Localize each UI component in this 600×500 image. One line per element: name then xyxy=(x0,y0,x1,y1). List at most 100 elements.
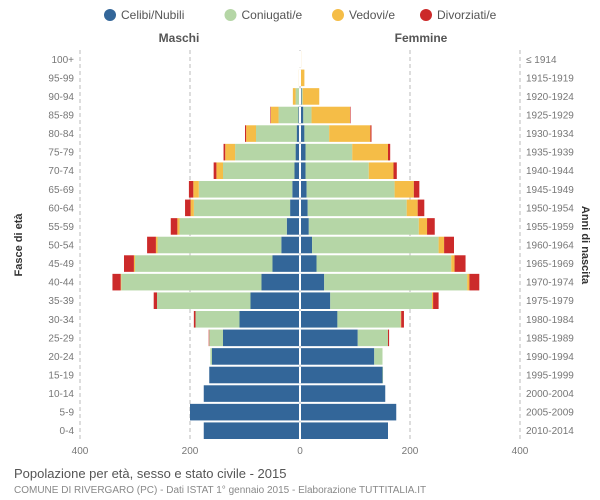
center-gap xyxy=(299,385,301,402)
birth-label: 1955-1959 xyxy=(526,222,574,233)
birth-label: 1935-1939 xyxy=(526,148,574,159)
bar-male-c xyxy=(190,404,300,421)
bar-male-co xyxy=(279,107,299,124)
birth-label: 1985-1989 xyxy=(526,333,574,344)
bar-female-co xyxy=(308,200,407,217)
bar-male-c xyxy=(212,348,300,365)
age-label: 30-34 xyxy=(48,315,74,326)
bar-female-d xyxy=(469,274,479,291)
legend-label: Coniugati/e xyxy=(242,8,303,22)
bar-female-c xyxy=(300,292,330,309)
bar-female-c xyxy=(300,404,396,421)
bar-female-v xyxy=(369,162,394,179)
age-label: 80-84 xyxy=(48,129,74,140)
age-label: 60-64 xyxy=(48,203,74,214)
bar-female-c xyxy=(300,237,312,254)
center-gap xyxy=(299,125,301,142)
age-label: 95-99 xyxy=(48,73,74,84)
birth-label: ≤ 1914 xyxy=(526,55,557,66)
bar-female-co xyxy=(307,181,395,198)
bar-female-v xyxy=(301,70,305,87)
bar-female-c xyxy=(300,200,308,217)
bar-male-d xyxy=(270,107,271,124)
age-label: 100+ xyxy=(51,55,74,66)
bar-female-d xyxy=(370,125,371,142)
bar-female-v xyxy=(352,144,388,161)
x-tick-label: 400 xyxy=(512,446,529,457)
bar-male-d xyxy=(112,274,120,291)
bar-male-co xyxy=(256,125,297,142)
bar-male-d xyxy=(171,218,178,235)
bar-male-co xyxy=(209,330,223,347)
bar-male-co xyxy=(180,218,287,235)
birth-label: 1975-1979 xyxy=(526,296,574,307)
age-label: 70-74 xyxy=(48,166,74,177)
bar-male-v xyxy=(134,255,135,272)
bar-female-v xyxy=(432,292,433,309)
x-tick-label: 0 xyxy=(297,446,303,457)
legend-swatch xyxy=(225,9,237,21)
legend-swatch xyxy=(332,9,344,21)
birth-label: 1980-1984 xyxy=(526,315,574,326)
bar-male-c xyxy=(292,181,300,198)
population-pyramid-chart: Celibi/NubiliConiugati/eVedovi/eDivorzia… xyxy=(0,0,600,500)
age-label: 5-9 xyxy=(60,408,75,419)
birth-label: 1950-1954 xyxy=(526,203,574,214)
center-gap xyxy=(299,367,301,384)
bar-female-d xyxy=(394,162,397,179)
bar-male-d xyxy=(189,181,193,198)
bar-female-d xyxy=(418,200,425,217)
birth-label: 1915-1919 xyxy=(526,73,574,84)
center-gap xyxy=(299,88,301,105)
age-label: 45-49 xyxy=(48,259,74,270)
age-label: 85-89 xyxy=(48,111,74,122)
bar-male-c xyxy=(251,292,301,309)
x-tick-label: 200 xyxy=(402,446,419,457)
birth-label: 2010-2014 xyxy=(526,426,574,437)
bar-male-c xyxy=(290,200,300,217)
legend-label: Divorziati/e xyxy=(437,8,497,22)
bar-female-v xyxy=(439,237,445,254)
female-header: Femmine xyxy=(395,31,448,45)
center-gap xyxy=(299,144,301,161)
bar-male-v xyxy=(193,181,199,198)
bar-male-d xyxy=(214,162,217,179)
bar-male-v xyxy=(191,200,194,217)
legend-swatch xyxy=(104,9,116,21)
bar-male-v xyxy=(156,237,158,254)
bar-male-d xyxy=(209,330,210,347)
age-label: 90-94 xyxy=(48,92,74,103)
bar-male-c xyxy=(204,422,300,439)
center-gap xyxy=(299,70,301,87)
chart-subtitle: COMUNE DI RIVERGARO (PC) - Dati ISTAT 1°… xyxy=(14,485,426,496)
bar-female-v xyxy=(407,200,418,217)
age-label: 10-14 xyxy=(48,389,74,400)
bar-male-co xyxy=(121,274,261,291)
bar-female-d xyxy=(388,144,390,161)
center-gap xyxy=(299,200,301,217)
birth-label: 1920-1924 xyxy=(526,92,574,103)
age-label: 25-29 xyxy=(48,333,74,344)
age-label: 15-19 xyxy=(48,371,74,382)
bar-male-co xyxy=(135,255,273,272)
birth-label: 1945-1949 xyxy=(526,185,574,196)
bar-female-co xyxy=(306,162,369,179)
center-gap xyxy=(299,107,301,124)
bar-male-c xyxy=(204,385,300,402)
x-tick-label: 200 xyxy=(182,446,199,457)
birth-label: 1990-1994 xyxy=(526,352,574,363)
bar-female-co xyxy=(324,274,467,291)
bar-female-co xyxy=(337,311,400,328)
bar-female-co xyxy=(302,88,303,105)
bar-female-c xyxy=(300,348,374,365)
age-label: 65-69 xyxy=(48,185,74,196)
bar-female-d xyxy=(433,292,439,309)
birth-label: 1965-1969 xyxy=(526,259,574,270)
bar-female-c xyxy=(300,422,388,439)
birth-label: 1930-1934 xyxy=(526,129,574,140)
center-gap xyxy=(299,292,301,309)
bar-female-c xyxy=(300,367,383,384)
center-gap xyxy=(299,311,301,328)
bar-male-v xyxy=(293,88,296,105)
center-gap xyxy=(299,422,301,439)
